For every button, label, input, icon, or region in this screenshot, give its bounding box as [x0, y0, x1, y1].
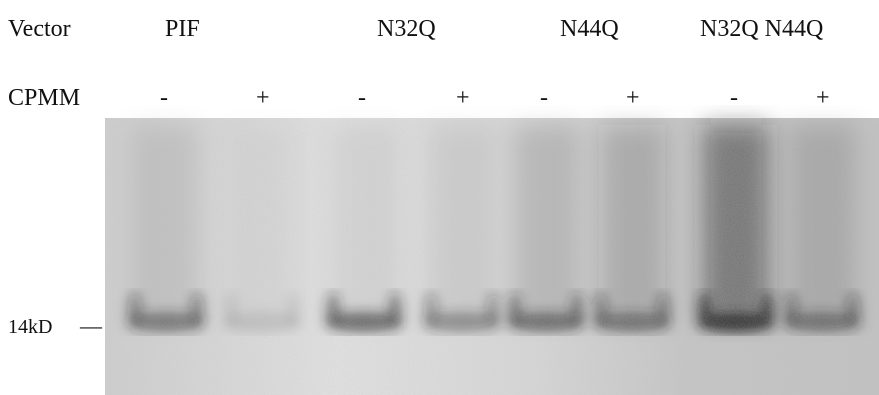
cpmm-sign-lane-5: - — [540, 85, 548, 111]
vector-label: Vector — [8, 16, 71, 42]
cpmm-sign-lane-8: + — [816, 85, 830, 111]
cpmm-sign-lane-6: + — [626, 85, 640, 111]
cpmm-sign-lane-4: + — [456, 85, 470, 111]
marker-tick: — — [80, 313, 102, 338]
construct-label-pif: PIF — [165, 16, 200, 42]
cpmm-sign-lane-1: - — [160, 85, 168, 111]
cpmm-sign-lane-2: + — [256, 85, 270, 111]
construct-label-n32q-n44q: N32Q N44Q — [700, 16, 824, 42]
cpmm-label: CPMM — [8, 85, 81, 111]
construct-label-n44q: N44Q — [560, 16, 619, 42]
marker-label-14kd: 14kD — [8, 316, 53, 338]
cpmm-sign-lane-7: - — [730, 85, 738, 111]
construct-label-n32q: N32Q — [377, 16, 436, 42]
gel-grain — [105, 118, 879, 395]
cpmm-sign-lane-3: - — [358, 85, 366, 111]
